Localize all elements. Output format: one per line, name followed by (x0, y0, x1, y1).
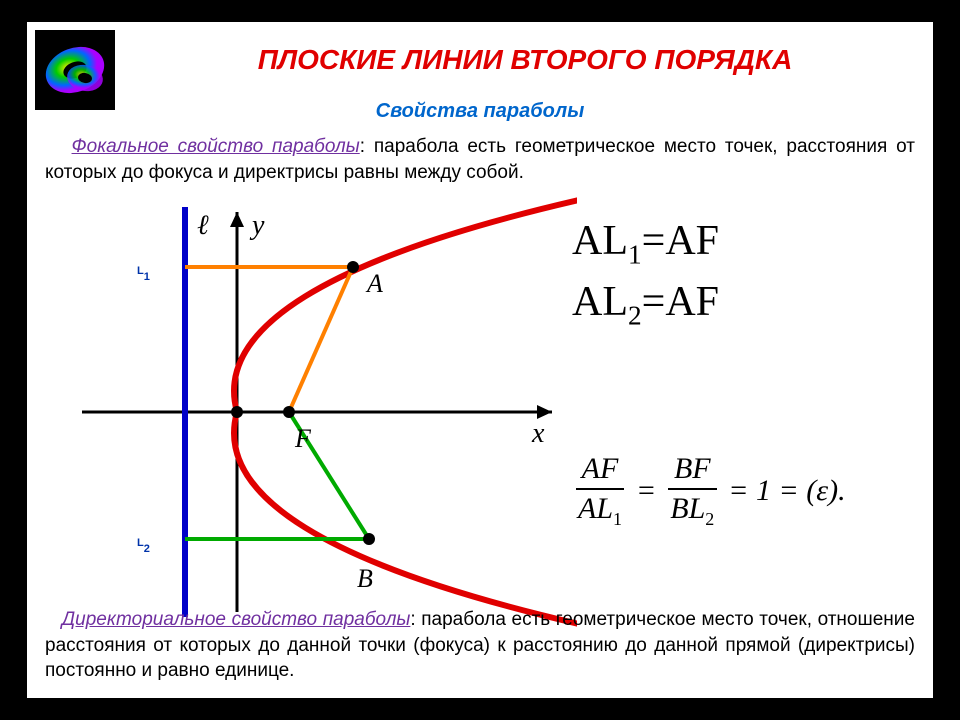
label-L1: L1 (137, 265, 150, 283)
label-A: A (365, 269, 383, 298)
logo-torus-icon (37, 32, 113, 108)
intro-link: Фокальное свойство параболы (72, 136, 360, 157)
directrix-label: ℓ (197, 210, 209, 241)
ratio-tail: = 1 = (ε). (728, 474, 845, 508)
label-B: B (357, 564, 373, 593)
x-arrow-icon (537, 405, 552, 419)
parabola-diagram: x y ℓ A B F L1 L2 (57, 192, 577, 632)
point-B (363, 533, 375, 545)
ratio-equation: AF AL1 = BF BL2 = 1 = (ε). (572, 452, 937, 530)
origin-point (231, 406, 243, 418)
slide-subtitle: Свойства параболы (27, 100, 933, 123)
slide: ПЛОСКИЕ ЛИНИИ ВТОРОГО ПОРЯДКА Свойства п… (25, 20, 935, 700)
logo-box (35, 30, 115, 110)
outro-paragraph: Директориальное свойство параболы: параб… (45, 607, 915, 684)
equation-AL2: AL2=AF (572, 278, 912, 331)
y-axis-label: y (249, 210, 265, 241)
equation-AL1: AL1=AF (572, 217, 912, 270)
intro-paragraph: Фокальное свойство параболы: парабола ес… (45, 134, 915, 185)
fraction-BF-BL2: BF BL2 (664, 452, 720, 530)
outro-link: Директориальное свойство параболы (62, 609, 411, 630)
equations-block: AL1=AF AL2=AF (572, 217, 912, 340)
label-F: F (294, 424, 312, 453)
point-A (347, 261, 359, 273)
focus-point (283, 406, 295, 418)
fraction-AF-AL1: AF AL1 (572, 452, 628, 530)
x-axis-label: x (531, 418, 545, 449)
y-arrow-icon (230, 212, 244, 227)
slide-title: ПЛОСКИЕ ЛИНИИ ВТОРОГО ПОРЯДКА (127, 44, 923, 76)
label-L2: L2 (137, 537, 150, 555)
